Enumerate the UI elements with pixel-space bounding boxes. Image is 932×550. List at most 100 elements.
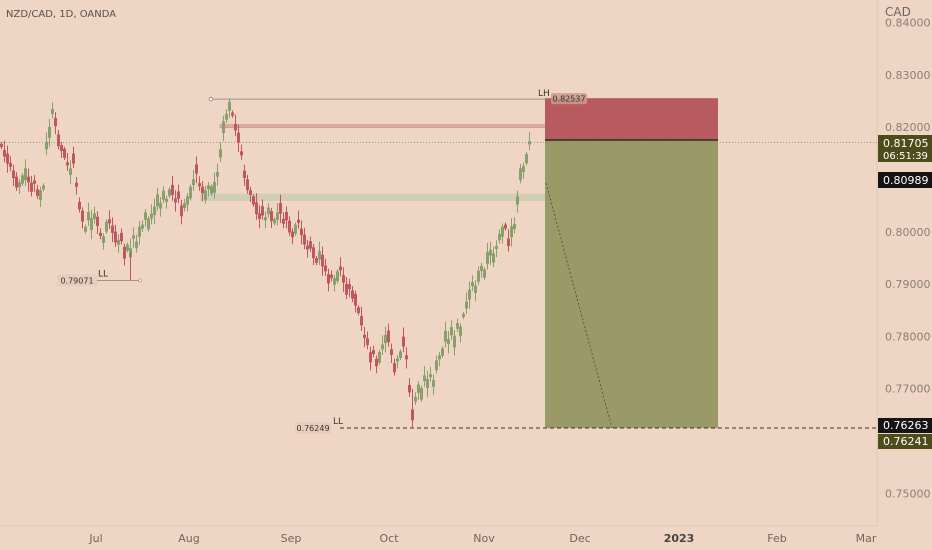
date-tick-label: 2023: [664, 532, 695, 545]
candle-body: [315, 258, 318, 263]
candle-body: [414, 396, 417, 402]
candle-body: [96, 216, 99, 226]
price-badge-label: 0.80989: [883, 174, 929, 187]
date-tick-label: Mar: [856, 532, 877, 545]
candle-body: [63, 148, 66, 158]
candle-body: [216, 171, 219, 177]
candle-body: [333, 278, 336, 285]
candle-body: [486, 252, 489, 264]
price-tick-label: 0.82000: [885, 121, 931, 134]
candle-body: [309, 241, 312, 249]
candle-body: [72, 153, 75, 164]
candle-body: [528, 141, 531, 145]
price-tick-label: 0.83000: [885, 69, 931, 82]
candle-body: [201, 186, 204, 194]
candle-body: [276, 212, 279, 220]
candle-body: [195, 164, 198, 174]
candle-body: [351, 290, 354, 299]
candle-body: [210, 186, 213, 194]
lh-value: 0.82537: [552, 95, 585, 104]
candle-body: [381, 344, 384, 350]
candle-body: [117, 239, 120, 245]
candle-body: [390, 349, 393, 355]
candle-body: [225, 113, 228, 120]
candle-body: [51, 109, 54, 114]
candle-body: [102, 236, 105, 243]
candle-body: [198, 183, 201, 187]
candle-body: [324, 265, 327, 272]
candle-body: [144, 212, 147, 220]
candle-body: [162, 190, 165, 200]
ll1-value: 0.79071: [60, 276, 93, 285]
currency-label: CAD: [885, 5, 911, 19]
date-tick-label: Aug: [178, 532, 199, 545]
candle-body: [207, 185, 210, 190]
candle-body: [291, 231, 294, 238]
candle-body: [336, 271, 339, 282]
candle-body: [159, 202, 162, 209]
candle-body: [522, 166, 525, 172]
candle-body: [318, 251, 321, 260]
candle-body: [249, 190, 252, 195]
candle-body: [261, 206, 264, 216]
candle-body: [90, 218, 93, 230]
candle-body: [375, 358, 378, 367]
candle-body: [126, 244, 129, 251]
candle-body: [243, 170, 246, 178]
candle-body: [42, 185, 45, 190]
candles: [0, 98, 531, 429]
candle-body: [387, 330, 390, 343]
candle-body: [237, 132, 240, 143]
candle-body: [93, 213, 96, 219]
candle-body: [180, 205, 183, 217]
candle-body: [138, 226, 141, 237]
candle-body: [501, 226, 504, 237]
candle-body: [78, 201, 81, 210]
ll2-value: 0.76249: [296, 424, 329, 433]
candle-body: [432, 380, 435, 387]
candle-body: [444, 330, 447, 342]
candle-body: [297, 219, 300, 223]
candle-body: [174, 198, 177, 203]
candle-body: [504, 224, 507, 229]
candle-body: [219, 149, 222, 158]
ll1-anchor: [138, 278, 142, 283]
price-tick-label: 0.84000: [885, 17, 931, 30]
ll2-value-box: [295, 421, 331, 434]
current-price-value: 0.81705: [883, 137, 929, 150]
candle-body: [417, 384, 420, 393]
candle-body: [471, 282, 474, 287]
candle-body: [483, 269, 486, 278]
candle-body: [246, 179, 249, 191]
candle-body: [3, 150, 6, 157]
candle-body: [327, 274, 330, 284]
ll2-label: LL: [333, 417, 343, 427]
candle-body: [222, 121, 225, 134]
take-profit-zone: [545, 140, 718, 428]
candle-body: [339, 266, 342, 271]
candle-body: [255, 202, 258, 215]
price-badge: [878, 434, 932, 449]
candle-body: [213, 181, 216, 193]
candle-body: [57, 134, 60, 147]
candle-body: [399, 351, 402, 358]
candle-body: [45, 141, 48, 150]
candle-body: [6, 153, 9, 164]
candle-body: [372, 350, 375, 355]
candle-body: [177, 191, 180, 199]
price-tick-label: 0.75000: [885, 487, 931, 500]
date-tick-label: Dec: [569, 532, 590, 545]
candle-body: [99, 232, 102, 236]
candle-body: [36, 189, 39, 196]
candle-body: [330, 274, 333, 278]
candle-body: [423, 375, 426, 382]
price-tick-label: 0.80000: [885, 226, 931, 239]
candle-body: [264, 217, 267, 221]
candle-body: [240, 151, 243, 156]
candle-body: [21, 175, 24, 184]
candle-body: [420, 388, 423, 400]
candle-body: [111, 225, 114, 233]
